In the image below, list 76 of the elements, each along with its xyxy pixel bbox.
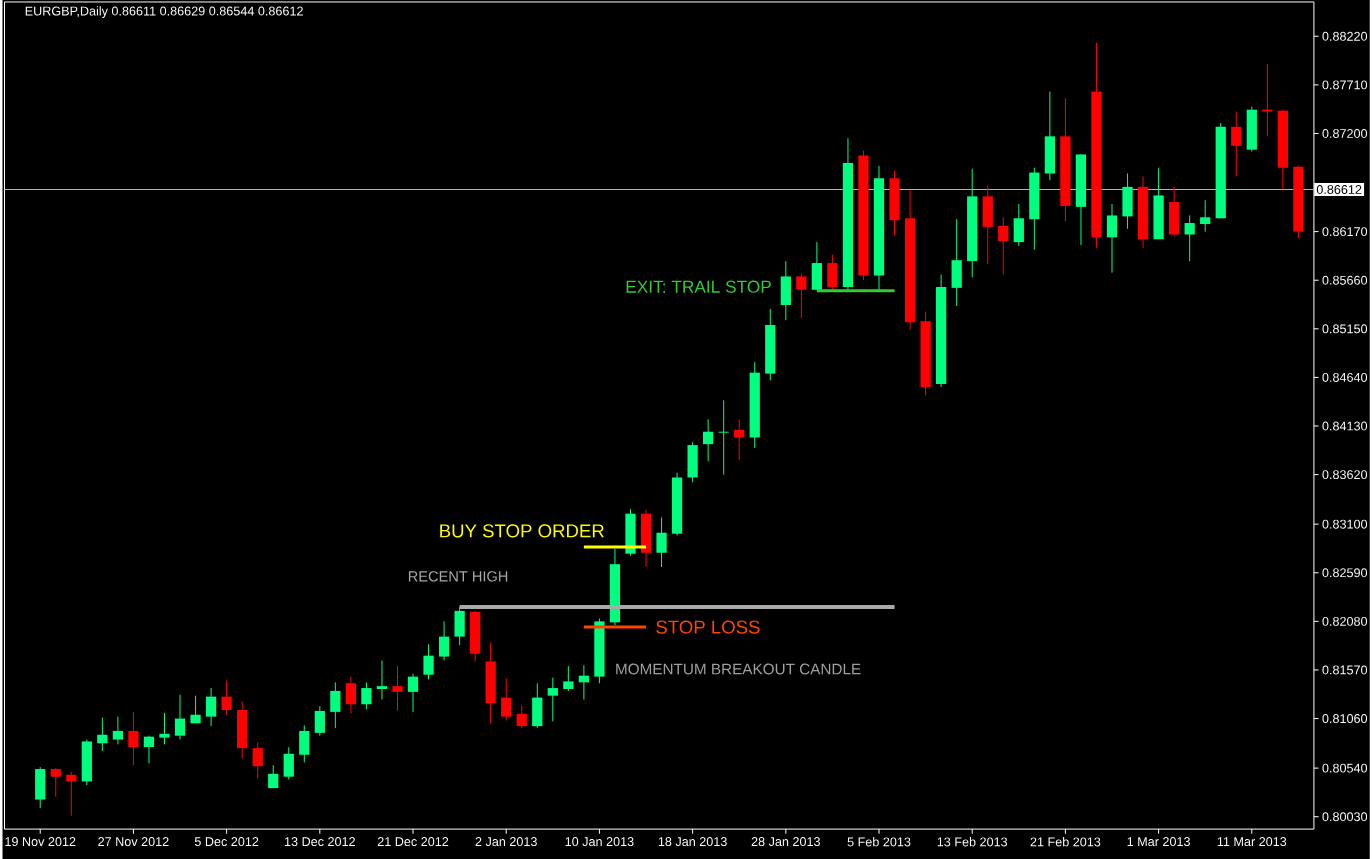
- candlestick: [1013, 203, 1024, 247]
- series-label: STOP LOSS: [656, 620, 760, 634]
- x-tick-label: 18 Jan 2013: [658, 837, 727, 847]
- candlestick: [205, 687, 217, 727]
- chart-title: EURGBP,Daily 0.86611 0.86629 0.86544 0.86612: [25, 6, 303, 18]
- y-tick-label: 0.87200: [1322, 129, 1368, 138]
- candlestick: [361, 681, 372, 710]
- x-tick-label: 1 Mar 2013: [1127, 837, 1190, 847]
- x-tick-label: 28 Jan 2013: [751, 837, 820, 847]
- candlestick: [174, 694, 186, 741]
- ref-line-label: 0.86612: [1316, 185, 1362, 194]
- candlestick: [547, 677, 558, 722]
- x-tick-label: 19 Nov 2012: [5, 837, 76, 847]
- text: EXIT: TRAIL STOP: [626, 280, 771, 293]
- candlestick: [656, 516, 667, 568]
- x-tick-label: 13 Dec 2012: [284, 837, 355, 847]
- candlestick: [252, 741, 263, 780]
- candlestick: [330, 681, 341, 729]
- candlestick: [1184, 214, 1195, 262]
- candlestick: [50, 767, 61, 798]
- candlestick: [159, 712, 170, 745]
- y-tick-label: 0.88220: [1322, 31, 1368, 41]
- y-tick-label: 0.85660: [1322, 275, 1368, 285]
- candlestick: [190, 695, 201, 724]
- y-tick-label: 0.83100: [1322, 519, 1368, 529]
- x-tick-label: 5 Dec 2012: [194, 837, 259, 847]
- x-tick-label: 27 Nov 2012: [98, 837, 169, 847]
- candlestick: [392, 665, 403, 712]
- x-tick-label: 13 Feb 2013: [937, 837, 1008, 847]
- annotation: MOMENTUM BREAKOUT CANDLE: [616, 663, 861, 675]
- candlestick: [345, 676, 357, 715]
- candlestick: [1262, 63, 1273, 137]
- candlestick: [998, 216, 1009, 275]
- candlestick: [128, 711, 139, 766]
- y-tick-label: 0.83620: [1322, 470, 1368, 480]
- candlestick: [299, 724, 310, 763]
- candlestick: [376, 659, 388, 700]
- candlestick: [143, 735, 155, 764]
- candlestick: [563, 665, 574, 692]
- y-tick-label: 0.80540: [1322, 763, 1368, 773]
- x-tick-label: 2 Jan 2013: [475, 837, 537, 847]
- candlestick: [796, 273, 807, 319]
- candlestick: [423, 643, 434, 680]
- candlestick: [1106, 203, 1118, 274]
- candlestick: [314, 705, 325, 737]
- y-tick-label: 0.80030: [1322, 812, 1368, 822]
- x-tick-label: 5 Feb 2013: [847, 837, 911, 847]
- candlestick: [438, 620, 450, 661]
- y-tick-label: 0.81570: [1322, 665, 1368, 675]
- candlestick: [407, 673, 419, 713]
- y-tick-label: 0.82590: [1322, 568, 1368, 578]
- candlestick: [501, 678, 512, 721]
- y-tick-label: 0.82080: [1322, 616, 1368, 626]
- candlestick: [718, 399, 729, 476]
- y-tick-label: 0.86170: [1322, 227, 1368, 237]
- x-tick-label: 11 Mar 2013: [1217, 837, 1287, 847]
- candlestick: [703, 418, 714, 462]
- y-tick-label: 0.84640: [1322, 372, 1368, 382]
- candlestick: [734, 418, 745, 461]
- candlestick: [283, 746, 294, 781]
- candlestick: [516, 704, 527, 729]
- candlestick: [221, 679, 232, 716]
- candlestick: [112, 716, 124, 745]
- candlestick: [1200, 199, 1211, 233]
- x-tick-label: 21 Dec 2012: [377, 837, 449, 847]
- candlestick: [97, 717, 108, 752]
- x-tick-label: 21 Feb 2013: [1030, 837, 1101, 847]
- y-tick-label: 0.84130: [1322, 421, 1368, 431]
- series-label: BUY STOP ORDER: [440, 524, 604, 538]
- y-tick-label: 0.85150: [1322, 324, 1368, 334]
- x-tick-label: 10 Jan 2013: [565, 837, 634, 847]
- y-tick-label: 0.81060: [1322, 714, 1368, 724]
- candlestick: [827, 253, 838, 291]
- y-tick-label: 0.87710: [1322, 80, 1368, 90]
- series-label: RECENT HIGH: [408, 571, 508, 582]
- candlestick: [1231, 111, 1242, 177]
